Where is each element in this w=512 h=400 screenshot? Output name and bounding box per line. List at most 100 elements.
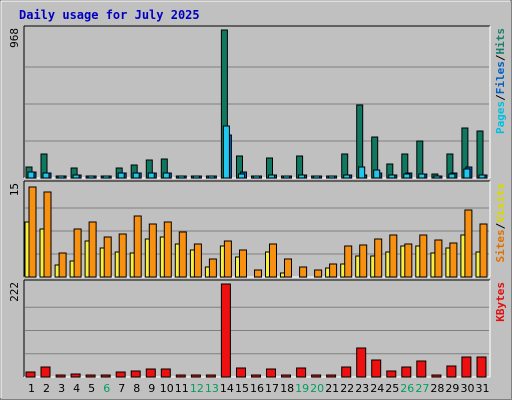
bar-kbytes-day-22 (341, 366, 352, 378)
x-tick-day-7: 7 (118, 382, 125, 395)
bar-kbytes-day-3 (55, 374, 66, 378)
legend-entry: KBytes (494, 282, 507, 322)
bar-pages-day-21 (328, 175, 336, 179)
bar-pages-day-19 (298, 174, 306, 179)
bar-kbytes-day-8 (130, 370, 141, 378)
bar-pages-day-17 (268, 174, 275, 179)
x-tick-day-17: 17 (265, 382, 279, 395)
bar-sites-day-15 (239, 249, 247, 278)
bar-sites-day-28 (434, 239, 443, 278)
bar-pages-day-1 (27, 171, 35, 179)
bar-sites-day-31 (479, 223, 488, 278)
bar-sites-day-1 (28, 186, 37, 278)
y-max-label: 222 (8, 282, 21, 302)
bar-kbytes-day-15 (236, 367, 246, 378)
bar-pages-day-28 (433, 175, 441, 179)
bar-sites-day-25 (389, 234, 398, 278)
bar-pages-day-9 (147, 172, 155, 179)
bar-pages-day-24 (373, 169, 381, 179)
bar-sites-day-3 (58, 252, 67, 278)
bar-pages-day-29 (448, 173, 456, 179)
bar-pages-day-22 (343, 174, 351, 179)
bar-sites-day-9 (148, 223, 157, 278)
bar-sites-day-21 (329, 263, 338, 278)
bar-sites-day-11 (178, 231, 187, 278)
x-tick-day-29: 29 (445, 382, 459, 395)
legend-entry: / (494, 222, 507, 229)
bar-pages-day-10 (162, 172, 170, 179)
x-tick-day-6: 6 (103, 382, 110, 395)
bar-pages-day-23 (358, 166, 366, 179)
bar-sites-day-17 (269, 243, 277, 278)
panel-visits-sites: 15 Sites/Visits (8, 180, 507, 278)
bar-kbytes-day-6 (100, 374, 111, 378)
x-tick-day-4: 4 (73, 382, 80, 395)
x-tick-day-26: 26 (400, 382, 414, 395)
x-tick-day-9: 9 (148, 382, 155, 395)
bar-kbytes-day-2 (40, 366, 51, 378)
bar-pages-day-14 (222, 125, 230, 179)
bar-sites-day-4 (73, 228, 82, 278)
bar-pages-day-2 (42, 172, 50, 179)
x-tick-day-19: 19 (295, 382, 309, 395)
bar-kbytes-day-27 (416, 360, 427, 378)
x-tick-day-15: 15 (235, 382, 249, 395)
bar-sites-day-5 (88, 221, 97, 278)
legend-entry: Hits (494, 28, 507, 55)
bar-kbytes-day-24 (371, 359, 382, 378)
panel-legend: Sites/Visits (494, 183, 507, 263)
bar-kbytes-day-21 (326, 374, 337, 378)
x-tick-day-8: 8 (133, 382, 140, 395)
x-tick-day-31: 31 (476, 382, 490, 395)
bar-kbytes-day-13 (205, 374, 216, 378)
legend-entry: Sites (494, 229, 507, 262)
bar-pages-day-18 (283, 175, 290, 179)
bar-kbytes-day-25 (386, 370, 397, 378)
x-tick-day-24: 24 (370, 382, 384, 395)
x-tick-day-28: 28 (430, 382, 444, 395)
x-tick-day-25: 25 (385, 382, 399, 395)
bar-sites-day-6 (103, 236, 112, 278)
bar-pages-day-4 (72, 174, 80, 179)
bar-pages-day-3 (57, 175, 65, 179)
x-tick-day-16: 16 (250, 382, 264, 395)
bar-kbytes-day-18 (281, 374, 291, 378)
bar-sites-day-24 (374, 238, 383, 278)
bar-pages-day-26 (403, 173, 411, 179)
x-tick-day-23: 23 (355, 382, 369, 395)
bar-sites-day-22 (344, 245, 353, 278)
bar-sites-day-12 (193, 243, 202, 278)
bar-sites-day-19 (299, 266, 308, 278)
x-tick-labels: 1 2 3 4 5 6 7 8 9 10 11 12 13 14 15 16 17 18 19 20 21 22 23 24 2… (28, 382, 490, 395)
bar-pages-day-16 (253, 175, 260, 179)
x-tick-day-30: 30 (461, 382, 475, 395)
bar-kbytes-day-7 (115, 371, 126, 378)
bar-sites-day-26 (404, 243, 413, 278)
bar-sites-day-20 (314, 269, 323, 278)
bar-kbytes-day-11 (175, 374, 186, 378)
bar-pages-day-5 (87, 175, 95, 179)
bar-kbytes-day-9 (145, 368, 156, 378)
x-tick-day-11: 11 (175, 382, 189, 395)
panel-legend: KBytes (494, 282, 507, 322)
x-tick-day-10: 10 (160, 382, 174, 395)
x-tick-day-27: 27 (415, 382, 429, 395)
bar-pages-day-20 (313, 175, 321, 179)
bar-sites-day-18 (284, 258, 292, 278)
panel-background (24, 26, 490, 178)
x-tick-day-18: 18 (280, 382, 294, 395)
bar-kbytes-day-14 (220, 283, 231, 378)
bar-kbytes-day-31 (476, 356, 487, 378)
y-max-label: 15 (8, 183, 21, 196)
panel-background (24, 280, 490, 377)
x-tick-day-3: 3 (58, 382, 65, 395)
bar-hits-day-31 (476, 130, 484, 179)
bar-sites-day-7 (118, 233, 127, 278)
bar-sites-day-29 (449, 242, 458, 278)
bar-kbytes-day-5 (85, 374, 96, 378)
bar-sites-day-10 (163, 221, 172, 278)
bar-kbytes-day-16 (251, 374, 261, 378)
bar-pages-day-31 (478, 174, 486, 179)
